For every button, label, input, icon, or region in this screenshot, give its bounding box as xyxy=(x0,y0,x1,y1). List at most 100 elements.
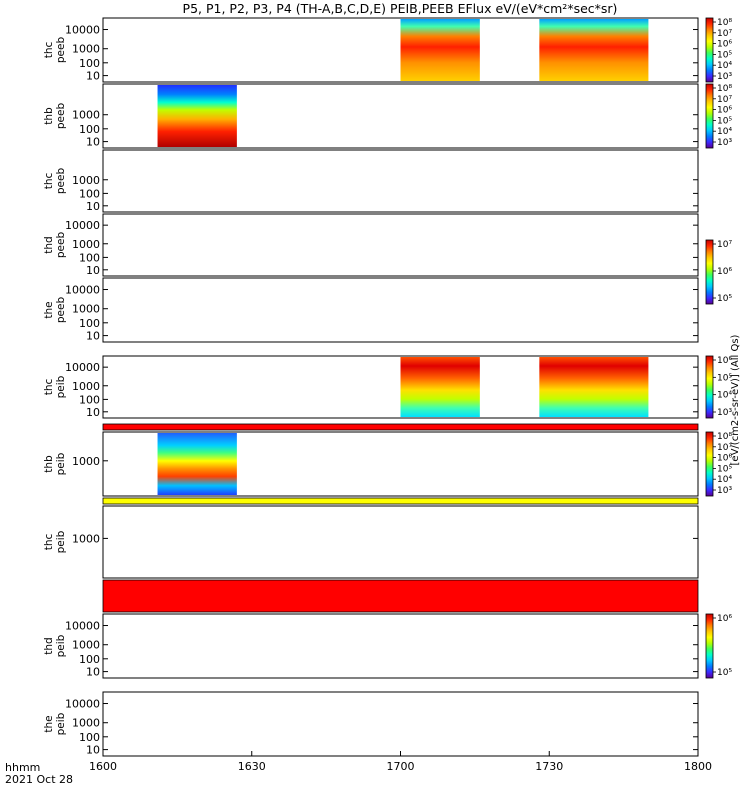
panel-frame-the-peib xyxy=(102,691,699,757)
y-tick-label: 10 xyxy=(86,70,100,83)
colorbar-tick-label: 10³ xyxy=(717,486,732,496)
y-tick-label: 10 xyxy=(86,666,100,679)
panel-frame-tha-peib xyxy=(102,355,699,419)
y-tick-label: 10 xyxy=(86,136,100,149)
colorbar-tha-peib xyxy=(705,355,714,419)
panel-frame-thd-peib xyxy=(102,613,699,679)
x-tick-label: 1600 xyxy=(89,760,117,773)
colorbar-tick-label: 10³ xyxy=(717,408,732,418)
panel-frame-thb-peeb xyxy=(102,83,699,149)
colorbar-thb-peeb xyxy=(705,83,714,149)
y-tick-label: 100 xyxy=(79,317,100,330)
y-tick-label: 1000 xyxy=(72,43,100,56)
y-tick-label: 10 xyxy=(86,200,100,213)
colorbar-tick-label: 10⁴ xyxy=(717,475,732,485)
y-tick-label: 1000 xyxy=(72,174,100,187)
y-tick-label: 100 xyxy=(79,731,100,744)
panel-frame-thc-peeb xyxy=(102,149,699,213)
colorbar-tick-label: 10⁵ xyxy=(717,373,732,383)
colorbar-tick-label: 10⁷ xyxy=(717,29,732,39)
panel-frame-thc-peib xyxy=(102,505,699,579)
panel-label-thc-peib: thcpeib xyxy=(43,530,67,553)
panel-label-the-peeb: thepeeb xyxy=(43,297,67,324)
x-tick-label: 1630 xyxy=(238,760,266,773)
panel-thc-peib: 1000 thcpeib xyxy=(43,497,699,579)
panel-label-tha-peib: thcpeib xyxy=(43,375,67,398)
x-axis: 1600 1630 1700 1730 1800 xyxy=(89,751,712,773)
colorbar-tick-label: 10⁶ xyxy=(717,356,732,366)
y-tick-label: 1000 xyxy=(72,717,100,730)
colorbar-tick-label: 10⁵ xyxy=(717,50,732,60)
colorbar-unit-label: [eV/(cm2-s-sr-eV)] (All Qs) xyxy=(730,334,741,465)
y-tick-label: 10000 xyxy=(65,698,100,711)
panel-frame-thd-peeb xyxy=(102,213,699,277)
colorbar-tick-label: 10⁶ xyxy=(717,614,732,624)
colorbar-tick-label: 10³ xyxy=(717,72,732,82)
colorbar-tick-label: 10³ xyxy=(717,138,732,148)
colorbar-tick-label: 10⁸ xyxy=(717,432,732,442)
panel-label-the-peib: thepeib xyxy=(43,712,67,735)
panel-label-thb-peeb: thbpeeb xyxy=(43,103,67,130)
panel-frame-thb-peib xyxy=(102,431,699,497)
colorbar-tick-label: 10⁷ xyxy=(717,443,732,453)
colorbar-thd-peib xyxy=(705,613,714,679)
colorbar-tick-label: 10⁶ xyxy=(717,454,732,464)
colorbar-tick-label: 10⁷ xyxy=(717,95,732,105)
colorbar-tick-label: 10⁵ xyxy=(717,668,732,678)
y-tick-label: 100 xyxy=(79,57,100,70)
colorbar-tick-label: 10⁵ xyxy=(717,464,732,474)
colorbar-tick-label: 10⁴ xyxy=(717,391,732,401)
y-tick-label: 1000 xyxy=(72,380,100,393)
fill-bar-thc-peib xyxy=(102,497,699,505)
colorbar-tha-peeb xyxy=(705,17,714,83)
spectrogram-block-thb-peib-1 xyxy=(157,433,237,495)
y-tick-label: 10 xyxy=(86,744,100,757)
spectrogram-block-tha-peeb-2 xyxy=(539,19,649,81)
panel-frame-the-peeb xyxy=(102,277,699,343)
y-tick-label: 10 xyxy=(86,264,100,277)
y-tick-label: 1000 xyxy=(72,238,100,251)
spectrogram-block-tha-peeb-1 xyxy=(400,19,480,81)
y-tick-label: 10000 xyxy=(65,361,100,374)
colorbar-tick-label: 10⁶ xyxy=(717,106,732,116)
y-tick-label: 1000 xyxy=(72,455,100,468)
colorbar-tick-label: 10⁶ xyxy=(717,267,732,277)
y-tick-label: 100 xyxy=(79,393,100,406)
x-tick-label: 1700 xyxy=(387,760,415,773)
y-tick-label: 100 xyxy=(79,187,100,200)
panel-label-thd-peib: thdpeib xyxy=(43,634,67,657)
panel-frame-tha-peeb xyxy=(102,17,699,83)
x-tick-label: 1730 xyxy=(535,760,563,773)
colorbar-tick-label: 10⁸ xyxy=(717,18,732,28)
y-tick-label: 10000 xyxy=(65,24,100,37)
panel-label-thc-peeb: thcpeeb xyxy=(43,168,67,195)
colorbar-tick-label: 10⁴ xyxy=(717,127,732,137)
spectrogram-block-thb-peeb-1 xyxy=(157,85,237,147)
colorbar-tick-label: 10⁵ xyxy=(717,116,732,126)
footer-time-label: hhmm xyxy=(5,761,40,774)
y-tick-label: 1000 xyxy=(72,109,100,122)
panel-label-thb-peib: thbpeib xyxy=(43,452,67,475)
figure-title: P5, P1, P2, P3, P4 (TH-A,B,C,D,E) PEIB,P… xyxy=(183,1,618,16)
y-tick-label: 10 xyxy=(86,406,100,419)
y-tick-label: 100 xyxy=(79,653,100,666)
panel-label-thd-peeb: thdpeeb xyxy=(43,232,67,259)
colorbar-tick-label: 10⁷ xyxy=(717,240,732,250)
fill-bar-thd-peib xyxy=(102,579,699,613)
y-tick-label: 100 xyxy=(79,123,100,136)
colorbar-tick-label: 10⁴ xyxy=(717,61,732,71)
colorbar-thd-peeb xyxy=(705,239,714,305)
y-tick-label: 100 xyxy=(79,251,100,264)
colorbar-thb-peib xyxy=(705,431,714,497)
colorbar-tick-label: 10⁵ xyxy=(717,294,732,304)
